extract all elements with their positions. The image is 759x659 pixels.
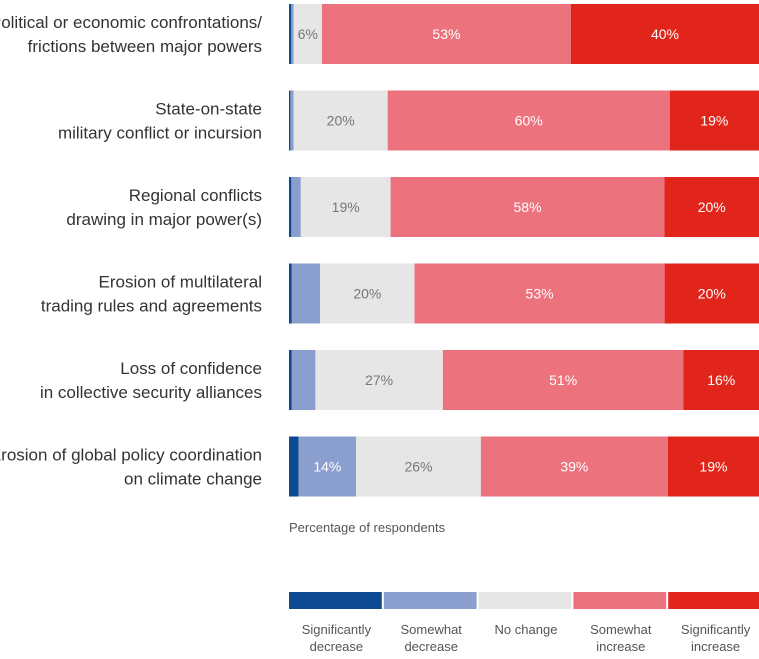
bar-segment (298, 436, 357, 497)
bar-segment (390, 177, 665, 237)
data-label: 6% (298, 26, 318, 42)
data-label: 51% (549, 372, 577, 388)
legend-swatch (668, 592, 759, 609)
data-label: 60% (515, 113, 543, 129)
bar-segment (669, 90, 759, 151)
category-label: Regional conflicts drawing in major power… (66, 186, 262, 229)
legend-swatch (383, 592, 477, 609)
legend-label: Significantly decrease (302, 622, 372, 654)
data-label: 53% (526, 286, 554, 302)
bar-segment (289, 350, 292, 410)
bar-segment (291, 350, 316, 410)
bar-segment (293, 90, 388, 151)
bar-segment (442, 350, 684, 410)
data-label: 19% (699, 459, 727, 475)
category-label: Loss of confidence in collective security… (40, 359, 262, 402)
bars: 6% 53% 40% 20% 60% 19% 19% 58% 20% 20% 53% 20% 27% 51… (289, 4, 759, 497)
data-label: 27% (365, 372, 393, 388)
bar-segment (667, 436, 759, 497)
legend-swatch (573, 592, 667, 609)
legend-swatch (478, 592, 572, 609)
data-label: 19% (332, 199, 360, 215)
bar-segment (289, 263, 292, 324)
bar-segment (664, 263, 759, 324)
bar-segment (683, 350, 759, 410)
bar-segment (291, 177, 301, 237)
data-label: 20% (698, 286, 726, 302)
bar-segment (290, 90, 294, 151)
data-label: 14% (313, 459, 341, 475)
bar-segment (300, 177, 391, 237)
bar-segment (320, 263, 415, 324)
bar-segment (289, 4, 292, 64)
x-axis-label: Percentage of respondents (289, 520, 446, 535)
data-label: 20% (698, 199, 726, 215)
bar-segment (289, 177, 292, 237)
legend-label: No change (495, 622, 558, 637)
data-label: 40% (651, 26, 679, 42)
legend-swatch (289, 592, 382, 609)
bar-segment (356, 436, 481, 497)
data-label: 26% (404, 459, 432, 475)
bar-segment (291, 4, 294, 64)
category-label: State-on-state military conflict or incur… (58, 100, 262, 143)
category-label: Political or economic confrontations/fri… (0, 13, 262, 56)
bar-segment (315, 350, 443, 410)
bar-segment (664, 177, 759, 237)
bar-segment (414, 263, 665, 324)
data-label: 19% (700, 113, 728, 129)
bar-segment (480, 436, 668, 497)
legend-label: Significantly increase (681, 622, 751, 654)
bar-segment (289, 436, 299, 497)
data-label: 53% (432, 26, 460, 42)
category-label: Erosion of multilateral trading rules and… (41, 273, 262, 316)
legend: Significantly decrease Somewhat decrease No … (289, 592, 759, 654)
data-label: 58% (514, 199, 542, 215)
bar-segment (321, 4, 571, 64)
bar-segment (293, 4, 322, 64)
data-label: 20% (327, 113, 355, 129)
category-label: Erosion of global policy coordination on … (0, 446, 262, 489)
bar-segment (291, 263, 321, 324)
data-label: 39% (560, 459, 588, 475)
legend-label: Somewhat decrease (400, 622, 462, 654)
bar-segment (387, 90, 670, 151)
data-label: 20% (353, 286, 381, 302)
category-labels: Political or economic confrontations/fri… (0, 13, 262, 489)
data-label: 16% (707, 372, 735, 388)
bar-segment (289, 90, 291, 151)
bar-segment (571, 4, 759, 64)
legend-label: Somewhat increase (590, 622, 652, 654)
